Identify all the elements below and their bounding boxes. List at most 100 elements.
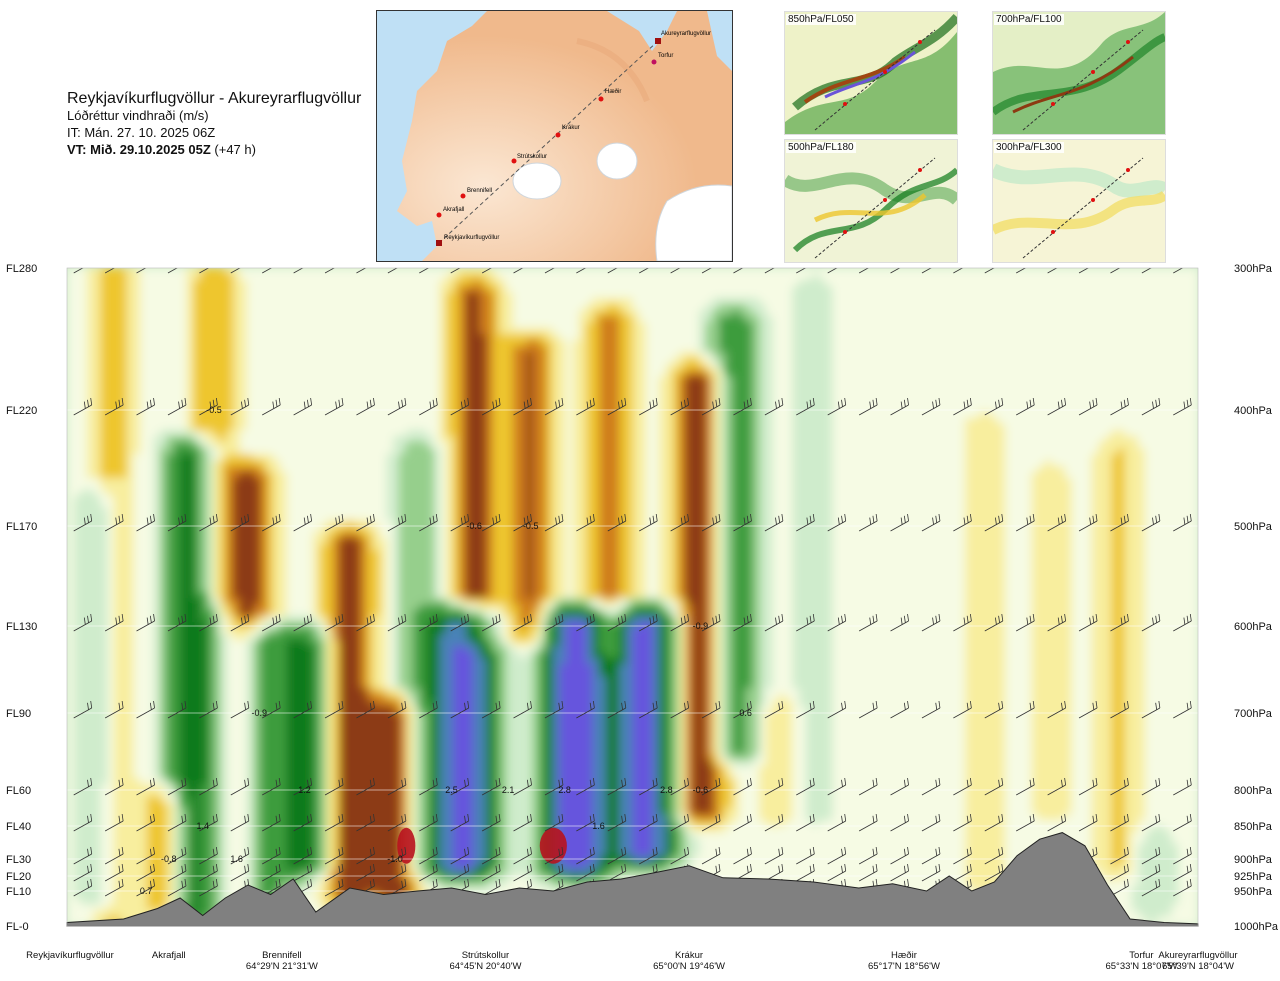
wind-barb-icon [513,613,532,632]
point-marker-icon [651,59,657,65]
wind-barb-icon [1173,863,1192,882]
velocity-cell [546,268,554,328]
wind-barb-icon [262,613,281,632]
velocity-cell [180,808,188,904]
velocity-cell [619,862,627,868]
map-sea-north [707,11,732,71]
velocity-cell [699,814,707,820]
wind-barb-icon [953,846,972,865]
velocity-cell [579,622,587,868]
velocity-cell [1038,466,1046,820]
velocity-cell [1084,268,1093,926]
velocity-cell [386,706,394,898]
wind-barb-icon [293,397,313,416]
velocity-cell [472,628,481,646]
velocity-cell [253,466,261,478]
location-coordinates: 64°29'N 21°31'W [245,961,318,972]
velocity-cell [685,814,693,820]
velocity-cell [499,604,507,616]
wind-barb-icon [544,268,555,274]
velocity-cell [239,628,248,640]
velocity-cell [220,616,228,634]
velocity-cell [665,616,674,820]
velocity-cell [526,646,534,652]
velocity-cell [446,274,454,292]
value-label: 1.6 [592,821,605,831]
value-label: 1.6 [230,854,243,864]
velocity-cell [732,820,740,926]
velocity-cell [273,628,281,634]
wind-barb-icon [701,700,721,719]
velocity-cell [446,874,454,880]
velocity-cell [612,616,620,622]
wind-barb-icon [513,268,524,274]
velocity-cell [565,610,574,616]
thumbnail-850hpa[interactable]: 850hPa/FL050 [784,11,958,135]
velocity-cell [579,616,587,622]
route-label-krakur: Krákur [562,125,580,131]
wind-barb-icon [921,513,941,532]
velocity-cell [373,694,381,706]
route-location: Brennifell 64°29'N 21°31'W [222,950,342,972]
velocity-cell [166,790,175,802]
velocity-cell [446,616,454,622]
pressure-level-label: 950hPa [1234,886,1273,898]
map-sea-west [377,11,487,261]
velocity-cell [852,268,860,926]
wind-barb-icon [199,700,218,719]
velocity-cell [639,322,647,598]
velocity-cell [319,268,328,526]
valid-time-label: VT: Mið. 29.10.2025 05Z [67,142,211,157]
velocity-cell [632,628,640,856]
wind-barb-icon [1141,268,1152,274]
velocity-cell [479,616,487,622]
velocity-cell [878,268,886,926]
velocity-cell [1151,268,1159,826]
flight-level-label: FL30 [6,854,31,866]
velocity-cell [472,280,481,292]
velocity-cell [253,628,261,634]
velocity-cell [439,868,447,874]
velocity-cell [539,334,547,346]
velocity-cell [705,820,713,826]
wind-barb-icon [136,268,147,274]
velocity-cell [106,496,115,904]
wind-barb-icon [419,397,438,416]
velocity-cell [619,664,627,856]
velocity-cell [486,640,494,652]
velocity-cell [180,454,188,784]
velocity-cell [585,622,594,664]
velocity-cell [67,268,75,926]
wind-barb-icon [262,777,281,796]
velocity-cell [592,658,600,868]
wind-barb-icon [827,513,847,532]
velocity-cell [705,376,713,760]
velocity-cell [772,268,780,700]
velocity-cell [752,268,760,298]
thumbnail-500hpa[interactable]: 500hPa/FL180 [784,139,958,263]
wind-barb-icon [450,777,470,796]
wind-barb-icon [858,846,878,865]
wind-barb-icon [262,268,273,274]
velocity-cell [778,268,787,694]
thumbnail-300hpa[interactable]: 300hPa/FL300 [992,139,1166,263]
velocity-cell [259,454,268,460]
velocity-cell [319,874,328,880]
velocity-cell [386,694,394,700]
velocity-cell [466,640,474,652]
velocity-cell [286,268,294,616]
velocity-cell [572,340,580,598]
velocity-cell [652,604,660,610]
velocity-cell [1098,268,1106,442]
velocity-cell [426,700,434,874]
velocity-cell [639,268,647,322]
velocity-cell [805,820,813,926]
thumbnail-700hpa[interactable]: 700hPa/FL100 [992,11,1166,135]
velocity-cell [639,616,647,622]
wind-barb-icon [544,777,564,796]
velocity-cell [592,268,600,298]
velocity-cell [552,604,560,610]
wind-barb-icon [733,777,752,796]
velocity-cell [685,268,693,352]
flight-level-label: FL-0 [6,921,29,933]
